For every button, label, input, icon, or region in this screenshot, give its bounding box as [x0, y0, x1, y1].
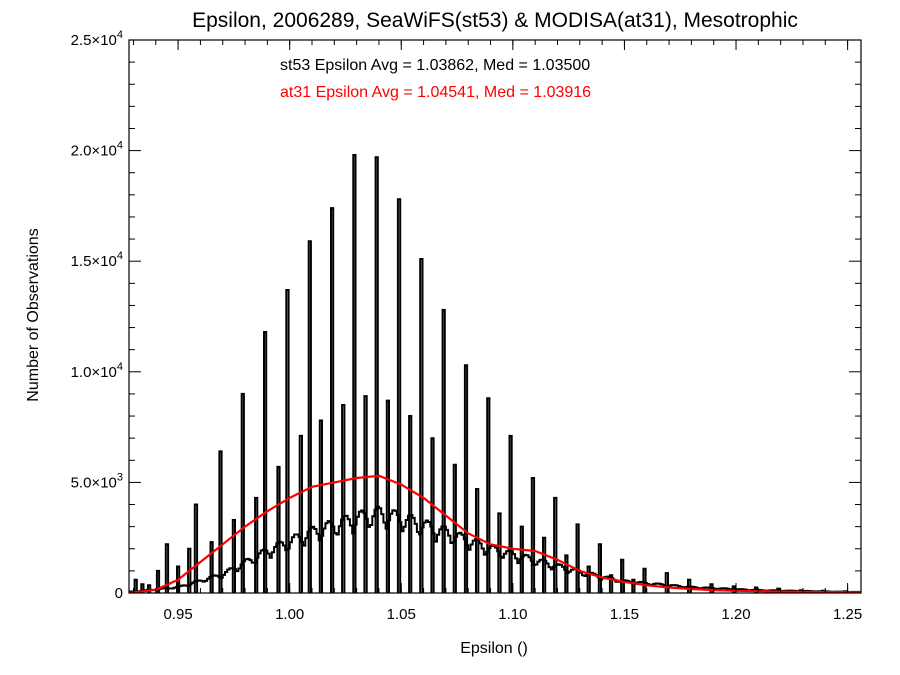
st53-bar [575, 523, 580, 593]
st53-bar [307, 240, 312, 593]
st53-bar [709, 583, 714, 593]
st53-bar [430, 437, 435, 593]
y-tick-label: 2.0×104 [71, 140, 123, 160]
st53-bar [664, 572, 669, 593]
st53-bar [631, 578, 636, 593]
st53-bar [263, 331, 268, 593]
st53-bar [385, 399, 390, 593]
x-tick-label: 1.00 [275, 606, 304, 623]
st53-bar [463, 364, 469, 593]
st53-background-histogram [129, 505, 861, 593]
st53-bar [298, 434, 303, 593]
st53-bar [218, 450, 223, 593]
st53-bar [363, 395, 368, 593]
st53-bar [352, 154, 357, 593]
st53-bar [318, 419, 323, 593]
st53-bar [231, 519, 236, 593]
st53-bar [441, 308, 446, 593]
st53-bar [254, 496, 259, 593]
st53-bar [597, 543, 602, 593]
st53-bar [687, 578, 692, 593]
x-axis-label: Epsilon () [460, 640, 528, 657]
st53-bar [147, 584, 152, 593]
x-axis: 0.95 1.00 1.05 1.10 1.15 1.20 1.25 [132, 40, 862, 623]
st53-bar [586, 565, 591, 593]
st53-bar [452, 463, 457, 593]
st53-spikes [133, 154, 848, 593]
st53-bar [276, 465, 281, 593]
st53-bar [642, 567, 647, 593]
x-tick-label: 1.05 [387, 606, 416, 623]
st53-bar [408, 415, 413, 593]
st53-bar [486, 397, 491, 593]
at31-line [129, 474, 861, 593]
st53-bar [519, 525, 524, 593]
st53-bar [285, 289, 290, 593]
x-tick-label: 0.95 [163, 606, 192, 623]
y-axis-label: Number of Observations [25, 228, 42, 401]
at31-annotation: at31 Epsilon Avg = 1.04541, Med = 1.0391… [280, 84, 591, 101]
st53-bar [530, 477, 536, 593]
st53-bar [497, 512, 502, 593]
st53-bar [330, 207, 335, 593]
y-tick-label: 2.5×104 [71, 29, 123, 49]
st53-bar [396, 198, 402, 593]
st53-bar [542, 536, 547, 593]
y-tick-label: 5.0×103 [71, 471, 123, 491]
st53-bar [341, 404, 346, 593]
st53-bar [209, 541, 214, 593]
st53-bar [508, 434, 513, 593]
st53-bar [564, 554, 569, 593]
st53-bar [193, 503, 199, 593]
st53-bar [155, 569, 161, 593]
x-tick-label: 1.20 [721, 606, 750, 623]
x-tick-label: 1.10 [498, 606, 527, 623]
x-tick-label: 1.15 [610, 606, 639, 623]
st53-bar [620, 558, 625, 593]
st53-bar [553, 496, 558, 593]
st53-bar [374, 156, 379, 593]
st53-bar [164, 543, 170, 593]
st53-bar [419, 258, 424, 593]
st53-bar [133, 578, 138, 593]
st53-annotation: st53 Epsilon Avg = 1.03862, Med = 1.0350… [280, 57, 590, 74]
st53-bar [608, 574, 614, 593]
y-tick-label: 0 [115, 585, 123, 602]
x-tick-label: 1.25 [833, 606, 862, 623]
plot-frame [128, 39, 862, 594]
st53-bar [240, 392, 245, 593]
y-tick-label: 1.5×104 [71, 250, 123, 270]
y-tick-label: 1.0×104 [71, 361, 123, 381]
series-layer [129, 154, 861, 593]
chart-title: Epsilon, 2006289, SeaWiFS(st53) & MODISA… [192, 9, 798, 32]
st53-bar [475, 488, 480, 593]
y-axis: 0 5.0×103 1.0×104 1.5×104 2.0×104 2.5×104 [71, 29, 861, 602]
st53-bar [140, 583, 145, 593]
